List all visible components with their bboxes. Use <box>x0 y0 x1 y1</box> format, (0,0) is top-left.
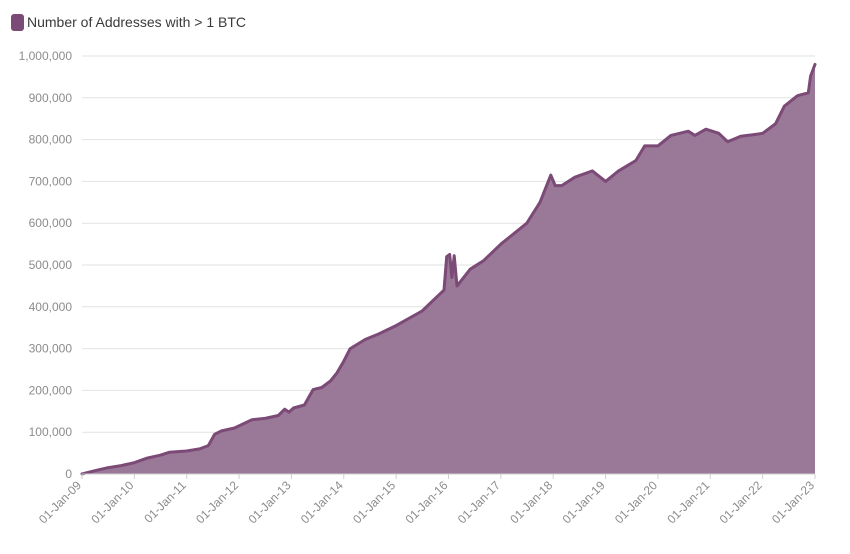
y-tick-label: 600,000 <box>29 216 73 230</box>
x-tick-label: 01-Jan-14 <box>298 478 346 526</box>
y-tick-label: 0 <box>65 467 72 481</box>
y-tick-label: 300,000 <box>29 342 73 356</box>
x-tick-label: 01-Jan-21 <box>664 478 712 526</box>
x-tick-label: 01-Jan-13 <box>245 478 293 526</box>
x-tick-label: 01-Jan-22 <box>717 478 765 526</box>
series-area <box>80 62 817 476</box>
y-axis: 0 100,000 200,000 300,000 400,000 500,000 600,… <box>19 49 73 481</box>
x-tick-label: 01-Jan-11 <box>141 478 189 526</box>
x-tick-label: 01-Jan-17 <box>455 478 503 526</box>
x-tick-label: 01-Jan-12 <box>193 478 241 526</box>
y-tick-label: 100,000 <box>29 425 73 439</box>
y-tick-label: 500,000 <box>29 258 73 272</box>
y-tick-label: 800,000 <box>29 133 73 147</box>
series-area-fill <box>82 64 815 475</box>
y-tick-label: 1,000,000 <box>19 49 73 63</box>
x-tick-label: 01-Jan-20 <box>612 478 660 526</box>
x-axis: 01-Jan-09 01-Jan-10 01-Jan-11 01-Jan-12 01-J… <box>36 473 817 526</box>
y-tick-label: 700,000 <box>29 174 73 188</box>
x-tick-label: 01-Jan-18 <box>507 478 555 526</box>
x-tick-label: 01-Jan-19 <box>560 478 608 526</box>
x-tick-label: 01-Jan-15 <box>350 478 398 526</box>
x-tick-label: 01-Jan-23 <box>769 478 817 526</box>
chart-legend: Number of Addresses with > 1 BTC <box>11 11 246 33</box>
y-tick-label: 200,000 <box>29 383 73 397</box>
x-tick-label: 01-Jan-10 <box>88 478 136 526</box>
x-tick-label: 01-Jan-16 <box>403 478 451 526</box>
series-line <box>80 62 817 476</box>
square-swatch-icon <box>11 13 24 31</box>
y-tick-label: 900,000 <box>29 91 73 105</box>
legend-label: Number of Addresses with > 1 BTC <box>27 14 247 30</box>
x-tick-label: 01-Jan-09 <box>36 478 84 526</box>
y-tick-label: 400,000 <box>29 300 73 314</box>
